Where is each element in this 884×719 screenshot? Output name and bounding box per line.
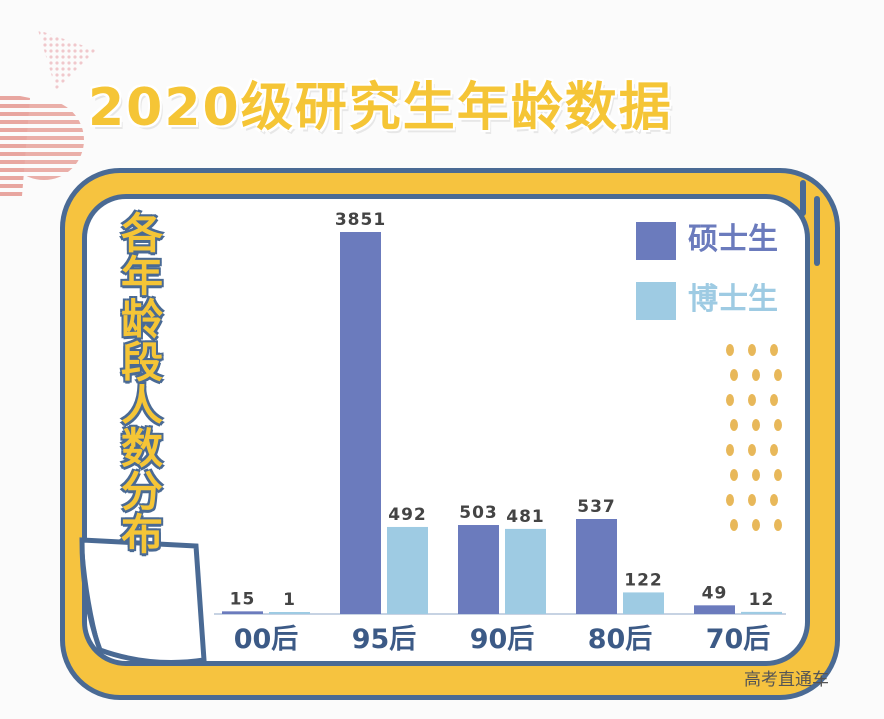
decorative-triangle bbox=[38, 30, 96, 90]
category-label: 00后 bbox=[234, 624, 299, 655]
page-title: 2020级研究生年龄数据 bbox=[88, 78, 673, 138]
legend-label-phd: 博士生 bbox=[688, 282, 778, 317]
source-watermark: 高考直通车 bbox=[744, 670, 829, 690]
bar-phd-4 bbox=[741, 611, 782, 614]
decorative-dot bbox=[752, 469, 760, 481]
folded-corner bbox=[79, 537, 207, 665]
decorative-dot bbox=[774, 419, 782, 431]
data-label: 3851 bbox=[335, 210, 386, 230]
decorative-dot bbox=[730, 369, 738, 381]
category-label: 95后 bbox=[352, 624, 417, 655]
legend-label-master: 硕士生 bbox=[688, 222, 778, 257]
decorative-dot bbox=[752, 419, 760, 431]
decorative-dot bbox=[752, 369, 760, 381]
legend-swatch-phd bbox=[636, 282, 676, 320]
decorative-dot bbox=[726, 494, 734, 506]
decorative-dot bbox=[770, 444, 778, 456]
data-label: 537 bbox=[577, 497, 616, 517]
decorative-dot bbox=[726, 394, 734, 406]
decorative-dot bbox=[770, 394, 778, 406]
decorative-stripes bbox=[0, 92, 30, 200]
decorative-dot bbox=[748, 494, 756, 506]
bar-master-2 bbox=[458, 525, 499, 614]
decorative-dot bbox=[752, 519, 760, 531]
bar-phd-3 bbox=[623, 592, 664, 614]
decorative-dots bbox=[726, 344, 782, 531]
decorative-dot bbox=[748, 344, 756, 356]
category-label: 80后 bbox=[588, 624, 653, 655]
decorative-dot bbox=[726, 344, 734, 356]
bar-phd-0 bbox=[269, 612, 310, 614]
data-label: 481 bbox=[506, 507, 545, 527]
data-label: 503 bbox=[459, 503, 498, 523]
bar-phd-1 bbox=[387, 526, 428, 614]
decorative-dot bbox=[774, 469, 782, 481]
bar-master-4 bbox=[694, 605, 735, 614]
side-title: 各年龄段人数分布 bbox=[120, 209, 163, 559]
decorative-dot bbox=[730, 419, 738, 431]
chart-frame-inner bbox=[82, 194, 810, 666]
bar-phd-2 bbox=[505, 528, 546, 614]
decorative-dot bbox=[730, 469, 738, 481]
data-label: 49 bbox=[702, 583, 728, 603]
decorative-dot bbox=[726, 444, 734, 456]
data-label: 492 bbox=[388, 505, 427, 525]
bar-master-0 bbox=[222, 611, 263, 614]
decorative-dot bbox=[774, 519, 782, 531]
category-label: 70后 bbox=[706, 624, 771, 655]
category-label: 90后 bbox=[470, 624, 535, 655]
decorative-dot bbox=[774, 369, 782, 381]
legend-swatch-master bbox=[636, 222, 676, 260]
data-label: 1 bbox=[283, 590, 296, 610]
data-label: 12 bbox=[749, 590, 775, 610]
decorative-dot bbox=[748, 444, 756, 456]
decorative-dot bbox=[748, 394, 756, 406]
decorative-dot bbox=[730, 519, 738, 531]
data-label: 122 bbox=[624, 570, 663, 590]
decorative-dot bbox=[770, 494, 778, 506]
decorative-dot bbox=[770, 344, 778, 356]
bar-master-3 bbox=[576, 519, 617, 614]
data-label: 15 bbox=[230, 589, 256, 609]
bar-master-1 bbox=[340, 232, 381, 614]
